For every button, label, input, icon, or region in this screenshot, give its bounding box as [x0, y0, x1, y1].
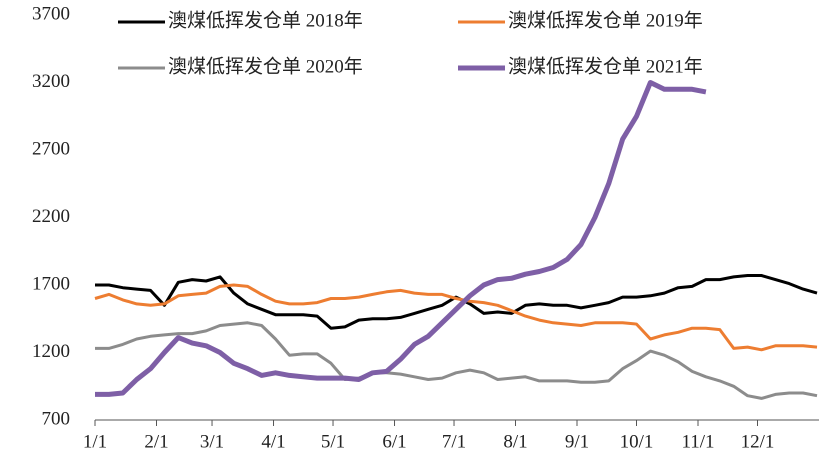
- legend-label: 澳煤低挥发仓单 2018年: [168, 9, 363, 31]
- x-tick-label: 3/1: [200, 431, 224, 452]
- x-tick-label: 2/1: [144, 431, 168, 452]
- y-tick-label: 1700: [32, 273, 70, 294]
- x-tick-label: 1/1: [83, 431, 107, 452]
- series-line: [95, 321, 818, 400]
- x-tick-label: 12/1: [741, 431, 775, 452]
- y-tick-label: 2700: [32, 138, 70, 159]
- x-tick-label: 8/1: [503, 431, 527, 452]
- series-line: [95, 274, 818, 330]
- legend-label: 澳煤低挥发仓单 2019年: [508, 9, 703, 31]
- legend-label: 澳煤低挥发仓单 2020年: [168, 55, 363, 77]
- series-line: [94, 283, 818, 352]
- x-tick-label: 7/1: [442, 431, 466, 452]
- x-tick-label: 11/1: [681, 431, 714, 452]
- y-tick-label: 3700: [32, 3, 70, 24]
- y-tick-label: 3200: [32, 71, 70, 92]
- x-tick-label: 4/1: [261, 431, 285, 452]
- y-tick-label: 1200: [32, 341, 70, 362]
- x-tick-label: 10/1: [620, 431, 654, 452]
- x-tick-label: 9/1: [565, 431, 589, 452]
- legend-label: 澳煤低挥发仓单 2021年: [508, 55, 703, 77]
- y-tick-label: 700: [42, 408, 71, 429]
- series-line: [95, 80, 707, 397]
- x-tick-label: 5/1: [321, 431, 345, 452]
- y-tick-label: 2200: [32, 206, 70, 227]
- x-tick-label: 6/1: [382, 431, 406, 452]
